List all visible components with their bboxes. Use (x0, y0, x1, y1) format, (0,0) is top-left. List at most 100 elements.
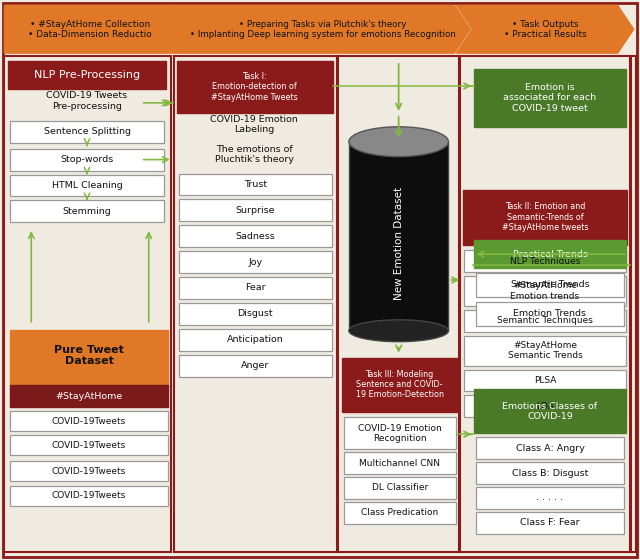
FancyBboxPatch shape (465, 395, 626, 417)
Text: Task II: Emotion and
Semantic-Trends of
#StayAtHome tweets: Task II: Emotion and Semantic-Trends of … (502, 202, 588, 232)
FancyBboxPatch shape (173, 56, 337, 552)
Text: NLP Techniques: NLP Techniques (510, 256, 580, 265)
FancyBboxPatch shape (10, 461, 168, 481)
Text: #StayAtHome
Emotion trends: #StayAtHome Emotion trends (511, 281, 580, 301)
Text: Class Predication: Class Predication (361, 508, 438, 517)
FancyBboxPatch shape (460, 56, 630, 552)
FancyBboxPatch shape (10, 200, 164, 222)
FancyBboxPatch shape (10, 330, 168, 388)
FancyBboxPatch shape (465, 336, 626, 366)
Text: DL Classifier: DL Classifier (372, 483, 428, 492)
FancyBboxPatch shape (338, 56, 460, 552)
FancyBboxPatch shape (177, 61, 333, 113)
Text: Joy: Joy (248, 258, 262, 267)
FancyBboxPatch shape (3, 3, 637, 557)
Text: Pure Tweet
Dataset: Pure Tweet Dataset (54, 345, 124, 366)
Text: Trust: Trust (244, 180, 267, 189)
FancyBboxPatch shape (10, 385, 168, 407)
Text: COVID-19Tweets: COVID-19Tweets (52, 441, 126, 450)
Text: Multichannel CNN: Multichannel CNN (359, 459, 440, 468)
Text: Class B: Disgust: Class B: Disgust (512, 469, 588, 478)
Text: Anger: Anger (241, 361, 269, 370)
Text: PLSA: PLSA (534, 376, 556, 385)
Text: Fear: Fear (245, 283, 266, 292)
Text: COVID-19 Emotion
Labeling: COVID-19 Emotion Labeling (211, 115, 298, 134)
FancyBboxPatch shape (342, 358, 458, 412)
FancyBboxPatch shape (8, 61, 166, 89)
FancyBboxPatch shape (10, 175, 164, 197)
Text: Class A: Angry: Class A: Angry (516, 444, 584, 452)
FancyBboxPatch shape (465, 370, 626, 391)
FancyBboxPatch shape (179, 277, 332, 299)
FancyBboxPatch shape (179, 354, 332, 376)
FancyBboxPatch shape (344, 417, 456, 449)
Text: COVID-19 Tweets
Pre-processing: COVID-19 Tweets Pre-processing (47, 91, 127, 110)
FancyBboxPatch shape (179, 329, 332, 351)
Text: Task I:
Emotion-detection of
#StayAtHome Tweets: Task I: Emotion-detection of #StayAtHome… (211, 72, 298, 102)
Text: HTML Cleaning: HTML Cleaning (52, 181, 122, 190)
FancyBboxPatch shape (474, 240, 626, 268)
Text: COVID-19Tweets: COVID-19Tweets (52, 417, 126, 426)
FancyBboxPatch shape (344, 477, 456, 499)
FancyBboxPatch shape (465, 310, 626, 332)
FancyBboxPatch shape (630, 56, 636, 552)
Polygon shape (456, 6, 634, 53)
FancyBboxPatch shape (10, 435, 168, 455)
FancyBboxPatch shape (10, 486, 168, 506)
Text: COVID-19 Emotion
Recognition: COVID-19 Emotion Recognition (358, 423, 442, 443)
FancyBboxPatch shape (179, 174, 332, 195)
Text: Disgust: Disgust (237, 309, 273, 318)
FancyBboxPatch shape (474, 389, 626, 433)
Text: Emotion Trends: Emotion Trends (513, 309, 586, 318)
Text: Semantic Trends: Semantic Trends (511, 281, 589, 290)
FancyBboxPatch shape (465, 276, 626, 306)
FancyBboxPatch shape (179, 225, 332, 247)
FancyBboxPatch shape (465, 250, 626, 272)
Text: . . . . .: . . . . . (536, 493, 563, 502)
Text: Sentence Splitting: Sentence Splitting (44, 127, 131, 136)
Text: LDA: LDA (536, 402, 554, 411)
FancyBboxPatch shape (10, 412, 168, 431)
Text: • #StayAtHome Collection
• Data-Dimension Reductio: • #StayAtHome Collection • Data-Dimensio… (28, 20, 152, 39)
Ellipse shape (349, 127, 449, 157)
Text: Emotion is
associated for each
COVID-19 tweet: Emotion is associated for each COVID-19 … (504, 83, 596, 113)
Text: NLP Pre-Processing: NLP Pre-Processing (34, 70, 140, 80)
FancyBboxPatch shape (476, 462, 623, 484)
FancyBboxPatch shape (344, 502, 456, 524)
FancyBboxPatch shape (476, 487, 623, 509)
FancyBboxPatch shape (474, 69, 626, 127)
Text: • Task Outputs
• Practical Results: • Task Outputs • Practical Results (504, 20, 586, 39)
FancyBboxPatch shape (4, 56, 171, 552)
Text: Emotions Classes of
COVID-19: Emotions Classes of COVID-19 (502, 402, 598, 421)
Text: Class F: Fear: Class F: Fear (520, 519, 580, 528)
FancyBboxPatch shape (476, 273, 623, 297)
Text: Anticipation: Anticipation (227, 335, 284, 344)
Text: New Emotion Dataset: New Emotion Dataset (394, 186, 404, 300)
FancyBboxPatch shape (463, 190, 627, 245)
FancyBboxPatch shape (344, 452, 456, 474)
Ellipse shape (349, 320, 449, 342)
FancyBboxPatch shape (179, 199, 332, 221)
Text: COVID-19Tweets: COVID-19Tweets (52, 492, 126, 501)
Text: The emotions of
Pluchtik's theory: The emotions of Pluchtik's theory (215, 145, 294, 164)
Polygon shape (175, 6, 470, 53)
Text: Semantic Techniques: Semantic Techniques (497, 316, 593, 325)
Text: Sadness: Sadness (236, 232, 275, 241)
Text: Stemming: Stemming (63, 207, 111, 216)
FancyBboxPatch shape (476, 302, 623, 326)
Text: Practical Trends: Practical Trends (513, 250, 588, 259)
Text: Surprise: Surprise (236, 206, 275, 215)
FancyBboxPatch shape (179, 251, 332, 273)
FancyBboxPatch shape (10, 121, 164, 143)
Text: • Preparing Tasks via Plutchik's theory
• Implanting Deep learning system for em: • Preparing Tasks via Plutchik's theory … (190, 20, 456, 39)
FancyBboxPatch shape (10, 148, 164, 171)
FancyBboxPatch shape (476, 437, 623, 459)
Text: Stop-words: Stop-words (60, 155, 114, 164)
Polygon shape (4, 6, 191, 53)
Text: COVID-19Tweets: COVID-19Tweets (52, 466, 126, 475)
Text: #StayAtHome: #StayAtHome (56, 392, 123, 401)
Text: #StayAtHome
Semantic Trends: #StayAtHome Semantic Trends (508, 341, 582, 360)
FancyBboxPatch shape (349, 142, 449, 331)
FancyBboxPatch shape (179, 303, 332, 325)
Text: Task III: Modeling
Sentence and COVID-
19 Emotion-Detection: Task III: Modeling Sentence and COVID- 1… (356, 370, 444, 399)
